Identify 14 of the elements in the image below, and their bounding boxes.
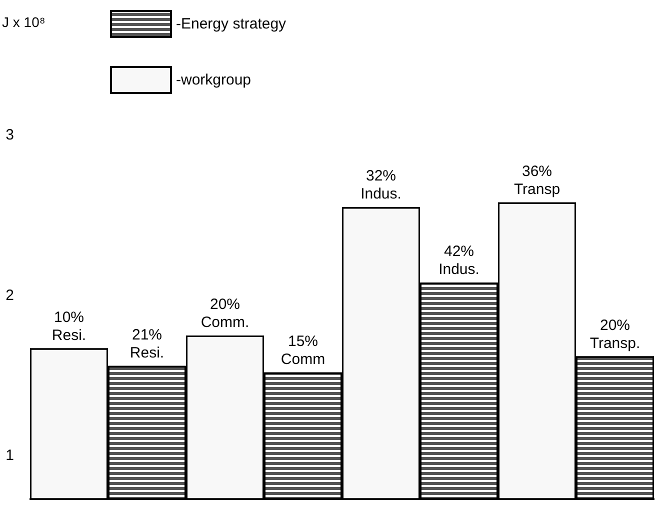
y-tick-label: 1 bbox=[6, 447, 14, 464]
text: J x 10⁸ bbox=[2, 14, 46, 30]
annotation: 42% Indus. bbox=[438, 243, 480, 278]
annotation: 10% Resi. bbox=[52, 308, 86, 344]
legend-label: -workgroup bbox=[176, 72, 252, 88]
annotation: 15% Comm bbox=[280, 332, 326, 368]
y-tick-label: 3 bbox=[6, 126, 14, 144]
annotation: 20% Comm. bbox=[200, 296, 250, 331]
legend-label: -Energy strategy bbox=[176, 16, 287, 32]
annotation: 21% Resi. bbox=[130, 326, 164, 362]
annotation: 20% Transp. bbox=[590, 316, 640, 352]
annotation: 32% Indus. bbox=[360, 168, 402, 203]
y-tick-label: 2 bbox=[6, 286, 14, 304]
annotation: 36% Transp bbox=[514, 162, 560, 198]
